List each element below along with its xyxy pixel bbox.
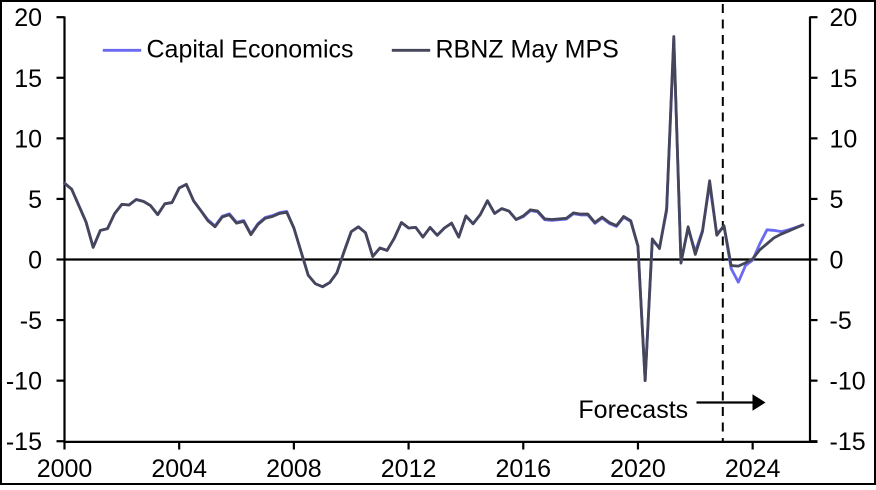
svg-text:20: 20 <box>830 4 858 32</box>
svg-text:2024: 2024 <box>725 455 781 483</box>
svg-text:-15: -15 <box>830 428 866 456</box>
svg-text:15: 15 <box>830 65 858 93</box>
svg-text:-5: -5 <box>830 307 852 335</box>
svg-text:20: 20 <box>14 4 42 32</box>
svg-text:15: 15 <box>14 65 42 93</box>
svg-text:2000: 2000 <box>37 455 93 483</box>
svg-text:5: 5 <box>830 186 844 214</box>
svg-text:10: 10 <box>830 125 858 153</box>
svg-text:2004: 2004 <box>151 455 207 483</box>
svg-text:2020: 2020 <box>610 455 666 483</box>
svg-text:-10: -10 <box>6 368 42 396</box>
svg-text:0: 0 <box>28 247 42 275</box>
svg-text:-10: -10 <box>830 368 866 396</box>
svg-text:Forecasts: Forecasts <box>578 396 688 424</box>
svg-text:10: 10 <box>14 125 42 153</box>
svg-text:2008: 2008 <box>266 455 322 483</box>
svg-text:Capital Economics: Capital Economics <box>147 36 354 64</box>
svg-text:-15: -15 <box>6 428 42 456</box>
svg-text:-5: -5 <box>20 307 42 335</box>
svg-text:0: 0 <box>830 247 844 275</box>
svg-text:RBNZ May MPS: RBNZ May MPS <box>436 36 619 64</box>
svg-text:2016: 2016 <box>495 455 551 483</box>
svg-text:2012: 2012 <box>381 455 437 483</box>
svg-text:5: 5 <box>28 186 42 214</box>
